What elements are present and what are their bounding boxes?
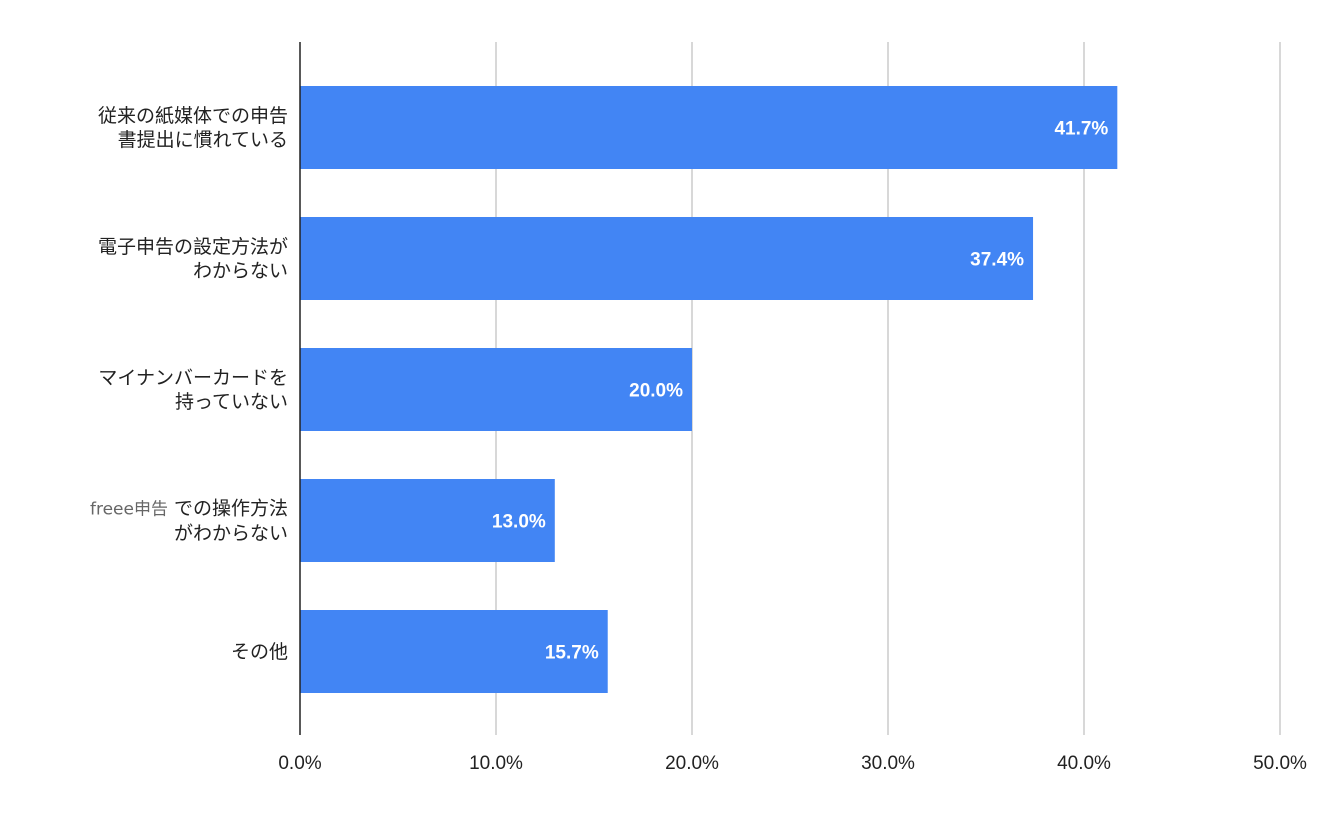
x-tick-label: 10.0%	[469, 753, 523, 774]
category-label-line: がわからない	[173, 522, 288, 544]
category-label-line: 持っていない	[174, 390, 288, 413]
category-label: 電子申告の設定方法が わからない	[98, 235, 288, 283]
category-label: 従来の紙媒体での申告 書提出に慣れている	[98, 104, 288, 152]
bar	[300, 610, 608, 693]
category-label-line: マイナンバーカードを	[98, 366, 288, 389]
data-label: 41.7%	[1054, 119, 1108, 140]
x-tick-label: 30.0%	[861, 753, 915, 774]
data-label: 13.0%	[492, 512, 546, 533]
bar	[300, 348, 692, 431]
category-label: マイナンバーカードを 持っていない	[98, 366, 288, 414]
x-tick-label: 40.0%	[1057, 753, 1111, 774]
category-label-line: 従来の紙媒体での申告	[97, 104, 288, 127]
brand-text: freee申告	[89, 499, 168, 519]
bar	[300, 217, 1034, 300]
category-label-line: 書提出に慣れている	[117, 128, 288, 151]
bar	[300, 86, 1118, 169]
data-label: 37.4%	[970, 250, 1024, 271]
category-label-line: わからない	[192, 259, 288, 282]
x-tick-label: 50.0%	[1253, 753, 1307, 774]
category-label-line: freee申告 での操作方法	[89, 497, 288, 519]
category-label-line: その他	[230, 640, 288, 663]
category-label: freee申告 での操作方法がわからない	[90, 496, 288, 545]
data-label: 15.7%	[545, 643, 599, 664]
bar	[300, 479, 555, 562]
category-label-line: 電子申告の設定方法が	[97, 235, 288, 258]
data-label: 20.0%	[629, 381, 683, 402]
x-tick-label: 20.0%	[665, 753, 719, 774]
category-label: その他	[231, 640, 288, 664]
x-tick-label: 0.0%	[278, 753, 321, 774]
